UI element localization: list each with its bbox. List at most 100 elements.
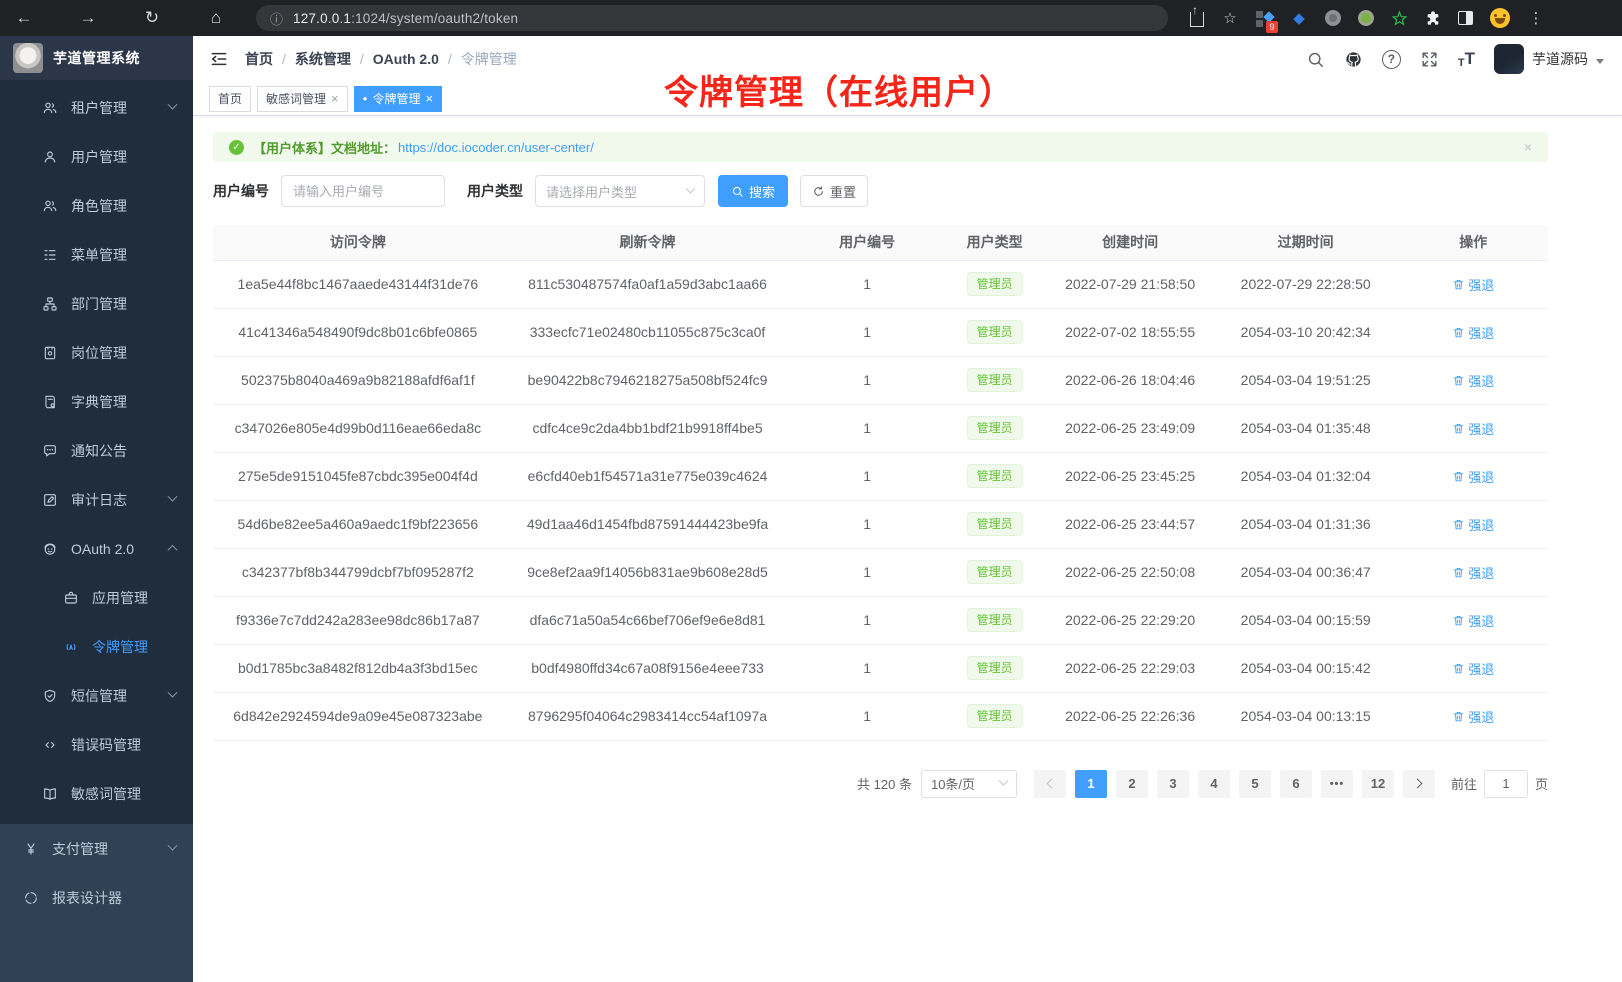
force-logout-button[interactable]: 强退 — [1452, 611, 1494, 630]
org-tree-icon — [42, 296, 58, 312]
extension-icon-1[interactable]: 9 — [1256, 10, 1278, 33]
created-cell: 2022-06-25 22:29:03 — [1047, 644, 1213, 693]
sidebar-item-audit-log[interactable]: 审计日志 — [0, 475, 193, 524]
font-size-small-glyph: T — [1457, 57, 1465, 69]
page-size-select[interactable]: 10条/页 — [920, 769, 1017, 798]
sidebar-item-report-designer[interactable]: 报表设计器 — [0, 873, 193, 922]
sidebar-item-post[interactable]: 岗位管理 — [0, 328, 193, 377]
alert-text: 【用户体系】文档地址： — [253, 140, 397, 156]
force-logout-button[interactable]: 强退 — [1452, 371, 1494, 390]
trash-icon — [1452, 566, 1465, 579]
sidebar-item-oauth-token[interactable]: 令牌管理 — [0, 622, 193, 671]
active-dot-icon: ● — [362, 93, 368, 103]
profile-emoji-icon[interactable] — [1490, 8, 1510, 28]
sidebar-item-tenant[interactable]: 租户管理 — [0, 83, 193, 132]
pagination: 共 120 条 10条/页 1 2 3 4 5 6 ••• 12 前往 页 — [213, 769, 1548, 798]
tab-sensitive-word[interactable]: 敏感词管理 × — [257, 85, 348, 112]
created-cell: 2022-06-25 23:49:09 — [1047, 404, 1213, 453]
site-info-icon[interactable]: ⓘ — [270, 11, 284, 27]
page-button-4[interactable]: 4 — [1197, 769, 1230, 798]
sidebar-item-sms[interactable]: 短信管理 — [0, 671, 193, 720]
more-pages-button[interactable]: ••• — [1320, 769, 1353, 798]
address-bar[interactable]: ⓘ 127.0.0.1:1024/system/oauth2/token — [256, 5, 1168, 31]
browser-reload-icon[interactable]: ↻ — [144, 8, 160, 27]
extension-puzzle-icon[interactable] — [1425, 10, 1441, 26]
sidebar-item-error-code[interactable]: 错误码管理 — [0, 720, 193, 769]
page-button-1[interactable]: 1 — [1074, 769, 1107, 798]
extension-icon-2[interactable] — [1325, 10, 1341, 26]
created-cell: 2022-06-25 22:50:08 — [1047, 548, 1213, 597]
force-logout-button[interactable]: 强退 — [1452, 323, 1494, 342]
doc-link[interactable]: https://doc.iocoder.cn/user-center/ — [398, 139, 594, 155]
extension-star-icon[interactable] — [1391, 9, 1408, 27]
sidebar-item-pay[interactable]: 支付管理 — [0, 824, 193, 873]
extension-shape — [1256, 19, 1263, 27]
breadcrumb-item-current: 令牌管理 — [460, 51, 517, 67]
user-type-select[interactable]: 请选择用户类型 — [535, 175, 705, 207]
bookmark-star-icon[interactable]: ☆ — [1223, 10, 1237, 27]
page-button-2[interactable]: 2 — [1115, 769, 1148, 798]
browser-menu-icon[interactable]: ⋮ — [1528, 10, 1544, 27]
share-icon[interactable] — [1190, 3, 1204, 27]
page-button-12[interactable]: 12 — [1361, 769, 1394, 798]
user-id-input[interactable] — [281, 175, 445, 207]
sidebar-item-oauth-app[interactable]: 应用管理 — [0, 573, 193, 622]
page-button-6[interactable]: 6 — [1279, 769, 1312, 798]
force-logout-button[interactable]: 强退 — [1452, 707, 1494, 726]
extension-gem-icon[interactable]: ◆ — [1293, 10, 1305, 27]
sidebar-fold-icon[interactable] — [209, 49, 229, 69]
github-icon[interactable] — [1344, 50, 1363, 69]
user-type-badge: 管理员 — [966, 512, 1023, 536]
sidebar-item-sensitive-word[interactable]: 敏感词管理 — [0, 769, 193, 818]
force-logout-button[interactable]: 强退 — [1452, 419, 1494, 438]
force-logout-button[interactable]: 强退 — [1452, 659, 1494, 678]
user-menu[interactable]: 芋道源码 — [1494, 44, 1604, 74]
search-icon[interactable] — [1306, 50, 1325, 69]
next-page-button[interactable] — [1402, 769, 1435, 798]
audit-log-icon — [42, 492, 58, 508]
created-cell: 2022-06-25 23:44:57 — [1047, 500, 1213, 549]
sidebar-item-oauth[interactable]: OAuth 2.0 — [0, 524, 193, 573]
font-size-large-glyph: T — [1464, 49, 1475, 68]
breadcrumb-item[interactable]: 系统管理 — [294, 51, 351, 67]
force-logout-button[interactable]: 强退 — [1452, 467, 1494, 486]
sidebar-item-dept[interactable]: 部门管理 — [0, 279, 193, 328]
sidebar-item-user[interactable]: 用户管理 — [0, 132, 193, 181]
prev-page-button[interactable] — [1033, 769, 1066, 798]
browser-home-icon[interactable]: ⌂ — [210, 8, 222, 27]
pay-yen-icon — [23, 841, 39, 857]
trash-icon — [1452, 614, 1465, 627]
sidebar-item-menu[interactable]: 菜单管理 — [0, 230, 193, 279]
browser-toolbar: ← → ↻ ⌂ ⓘ 127.0.0.1:1024/system/oauth2/t… — [0, 0, 1622, 36]
browser-sidepanel-icon[interactable] — [1458, 11, 1473, 25]
tab-label: 敏感词管理 — [266, 92, 327, 106]
sidebar-item-notice[interactable]: 通知公告 — [0, 426, 193, 475]
created-cell: 2022-06-25 23:45:25 — [1047, 452, 1213, 501]
user-type-placeholder: 请选择用户类型 — [546, 184, 638, 200]
force-logout-button[interactable]: 强退 — [1452, 515, 1494, 534]
search-button[interactable]: 搜索 — [718, 175, 788, 207]
breadcrumb-separator: / — [447, 51, 452, 67]
page-button-3[interactable]: 3 — [1156, 769, 1189, 798]
reset-button[interactable]: 重置 — [800, 175, 868, 207]
sidebar-item-dict[interactable]: 字典管理 — [0, 377, 193, 426]
fullscreen-icon[interactable] — [1420, 50, 1439, 69]
help-icon[interactable]: ? — [1381, 49, 1401, 69]
extension-icon-3[interactable] — [1358, 10, 1374, 26]
force-logout-button[interactable]: 强退 — [1452, 563, 1494, 582]
app-logo[interactable]: 芋道管理系统 — [0, 36, 193, 80]
close-icon[interactable]: × — [331, 91, 339, 106]
tab-home[interactable]: 首页 — [209, 85, 252, 112]
browser-forward-icon[interactable]: → — [79, 8, 97, 27]
breadcrumb-item[interactable]: 首页 — [245, 51, 273, 67]
tab-token-active[interactable]: ● 令牌管理 × — [353, 85, 443, 112]
force-logout-button[interactable]: 强退 — [1452, 275, 1494, 294]
alert-close-icon[interactable]: × — [1523, 139, 1532, 155]
page-button-5[interactable]: 5 — [1238, 769, 1271, 798]
goto-page-input[interactable] — [1483, 769, 1528, 798]
close-icon[interactable]: × — [425, 91, 434, 106]
browser-back-icon[interactable]: ← — [15, 8, 33, 27]
breadcrumb-item[interactable]: OAuth 2.0 — [372, 51, 439, 67]
sidebar-item-role[interactable]: 角色管理 — [0, 181, 193, 230]
